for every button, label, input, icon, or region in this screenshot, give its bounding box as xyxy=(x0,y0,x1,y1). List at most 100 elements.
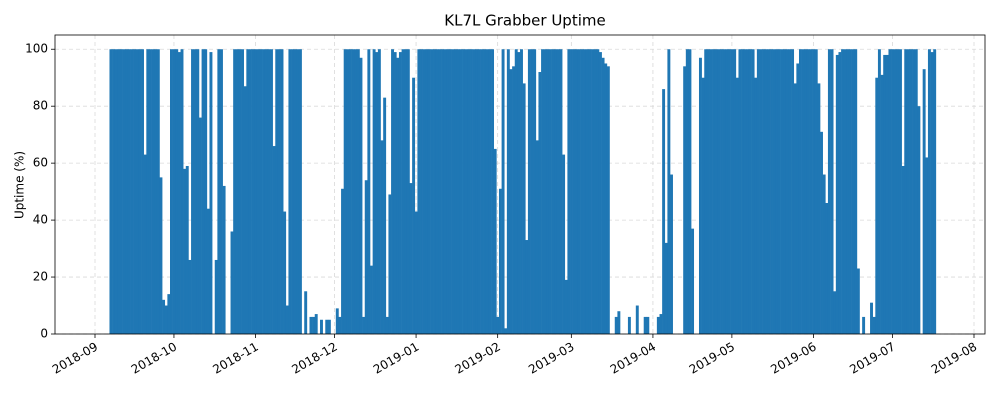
bar xyxy=(417,49,421,334)
bar xyxy=(883,54,887,334)
bar xyxy=(343,49,347,334)
bar xyxy=(764,49,768,334)
bar xyxy=(922,69,926,335)
bar xyxy=(241,49,244,334)
bar xyxy=(656,316,660,334)
bar xyxy=(246,49,250,334)
bar xyxy=(406,49,410,334)
bar xyxy=(491,49,495,334)
bar xyxy=(722,49,726,334)
bar xyxy=(496,316,500,334)
bar xyxy=(304,291,308,334)
bar xyxy=(606,66,610,335)
bar xyxy=(714,49,718,334)
bar xyxy=(701,77,705,334)
bar xyxy=(646,316,650,334)
bar xyxy=(477,49,481,334)
y-tick-label: 20 xyxy=(33,270,48,284)
bar xyxy=(727,49,731,334)
bar xyxy=(401,49,405,334)
bar xyxy=(798,49,802,334)
bar xyxy=(354,49,358,334)
bar xyxy=(520,49,523,334)
bar xyxy=(777,49,781,334)
x-tick-label: 2019-08 xyxy=(929,340,979,377)
bar xyxy=(485,49,489,334)
bar xyxy=(830,49,834,334)
bar xyxy=(570,49,573,334)
bar xyxy=(262,49,266,334)
bar xyxy=(720,49,723,334)
bar xyxy=(643,316,647,334)
bar xyxy=(825,203,829,334)
bar xyxy=(756,49,760,334)
bar xyxy=(462,49,466,334)
bar xyxy=(685,49,689,334)
bar xyxy=(325,319,329,334)
bar xyxy=(148,49,152,334)
bar xyxy=(541,49,545,334)
bar xyxy=(891,49,895,334)
bar xyxy=(759,49,763,334)
bar xyxy=(501,49,505,334)
bar xyxy=(735,77,739,334)
bar xyxy=(688,49,692,334)
bar xyxy=(780,49,784,334)
bar xyxy=(525,240,529,334)
bar xyxy=(567,49,571,334)
bar xyxy=(441,49,445,334)
bar xyxy=(256,49,260,334)
bar xyxy=(748,49,752,334)
bar xyxy=(514,49,518,334)
bar xyxy=(451,49,455,334)
bar xyxy=(835,54,839,334)
bar xyxy=(159,177,163,334)
bar xyxy=(906,49,910,334)
bar xyxy=(820,131,823,334)
bar xyxy=(112,49,116,334)
bar xyxy=(314,314,318,334)
bar xyxy=(517,52,521,334)
x-tick-label: 2019-07 xyxy=(847,340,897,377)
bar xyxy=(448,49,452,334)
y-axis-label: Uptime (%) xyxy=(13,151,27,219)
bar xyxy=(709,49,713,334)
bar xyxy=(172,49,176,334)
bar xyxy=(627,316,631,334)
bar xyxy=(141,49,144,334)
bar xyxy=(767,49,771,334)
bar xyxy=(320,319,323,334)
y-tick-label: 60 xyxy=(33,156,48,170)
bar xyxy=(191,49,194,334)
bar xyxy=(267,49,271,334)
bar xyxy=(217,49,221,334)
bar xyxy=(180,49,184,334)
bar xyxy=(601,57,605,335)
bar xyxy=(154,49,158,334)
bar xyxy=(543,49,547,334)
bar xyxy=(248,49,252,334)
bar xyxy=(201,49,205,334)
bar xyxy=(551,49,555,334)
bar xyxy=(117,49,121,334)
x-tick-label: 2019-02 xyxy=(452,340,502,377)
bar xyxy=(912,49,916,334)
bar xyxy=(143,154,147,334)
bar xyxy=(751,49,755,334)
bar xyxy=(412,77,416,334)
bar xyxy=(288,49,292,334)
x-tick-label: 2019-01 xyxy=(371,340,421,377)
bar xyxy=(259,49,263,334)
bar xyxy=(430,49,434,334)
bar xyxy=(135,49,139,334)
bar xyxy=(591,49,595,334)
bar xyxy=(904,49,908,334)
bar xyxy=(480,49,484,334)
bar xyxy=(885,54,889,334)
y-tick-label: 0 xyxy=(40,327,48,341)
x-tick-label: 2018-11 xyxy=(210,340,260,377)
bar xyxy=(659,314,663,334)
bar xyxy=(898,49,902,334)
bar xyxy=(388,194,392,334)
bar xyxy=(438,49,442,334)
